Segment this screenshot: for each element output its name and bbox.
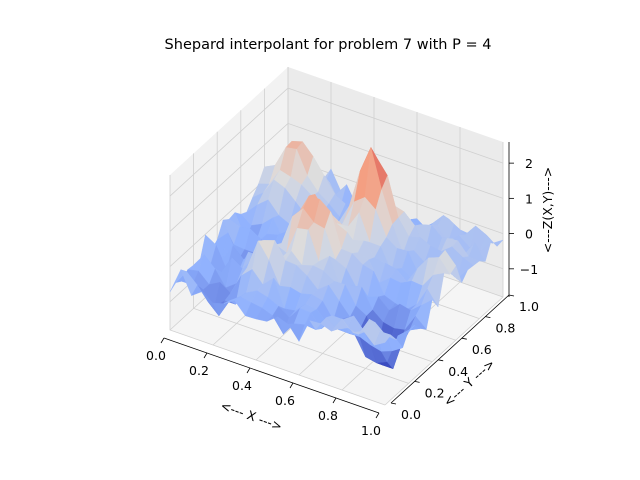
y-tick-mark-5 xyxy=(508,294,515,297)
y-tick-mark-0 xyxy=(390,402,397,405)
y-tick-label-4: 0.8 xyxy=(495,321,515,336)
z-tick-label-2: 1 xyxy=(525,191,533,206)
x-tick-label-0: 0.0 xyxy=(146,348,166,363)
y-axis-line xyxy=(390,294,510,404)
x-axis-line xyxy=(163,337,380,414)
tick-labels: 0.00.20.40.60.81.00.00.20.40.60.81.0−101… xyxy=(146,156,539,438)
y-tick-label-3: 0.6 xyxy=(472,342,492,357)
x-tick-label-5: 1.0 xyxy=(361,423,381,438)
y-tick-mark-4 xyxy=(485,316,491,318)
surface-patch-19-0 xyxy=(373,331,392,346)
y-tick-label-1: 0.2 xyxy=(425,385,445,400)
y-tick-mark-1 xyxy=(414,381,420,383)
x-tick-mark-3 xyxy=(289,382,294,389)
grid-line-z-2 xyxy=(169,122,504,232)
x-tick-mark-2 xyxy=(246,367,251,374)
chart-title: Shepard interpolant for problem 7 with P… xyxy=(165,37,492,53)
x-tick-label-2: 0.4 xyxy=(232,378,252,393)
y-tick-label-0: 0.0 xyxy=(401,407,421,422)
x-tick-mark-0 xyxy=(160,337,165,344)
x-tick-label-1: 0.2 xyxy=(189,363,209,378)
grid-line-y-1 xyxy=(193,153,409,384)
x-tick-mark-4 xyxy=(332,397,337,404)
x-tick-label-4: 0.8 xyxy=(318,408,338,423)
axes xyxy=(163,142,510,414)
y-tick-mark-2 xyxy=(438,359,444,362)
z-axis-label: <---Z(X,Y)---> xyxy=(540,167,555,254)
surface-plot xyxy=(169,140,504,370)
y-tick-mark-3 xyxy=(461,337,467,340)
grid-line-y-0 xyxy=(169,175,386,406)
x-tick-mark-1 xyxy=(203,352,208,359)
x-tick-label-3: 0.6 xyxy=(275,393,295,408)
z-tick-label-0: −1 xyxy=(520,262,538,277)
z-tick-label-1: 0 xyxy=(525,227,533,242)
grid-line-z-3 xyxy=(169,87,504,197)
z-tick-label-3: 2 xyxy=(525,156,533,171)
y-tick-label-2: 0.4 xyxy=(448,364,468,379)
x-tick-mark-5 xyxy=(375,412,380,419)
y-tick-label-5: 1.0 xyxy=(519,299,539,314)
